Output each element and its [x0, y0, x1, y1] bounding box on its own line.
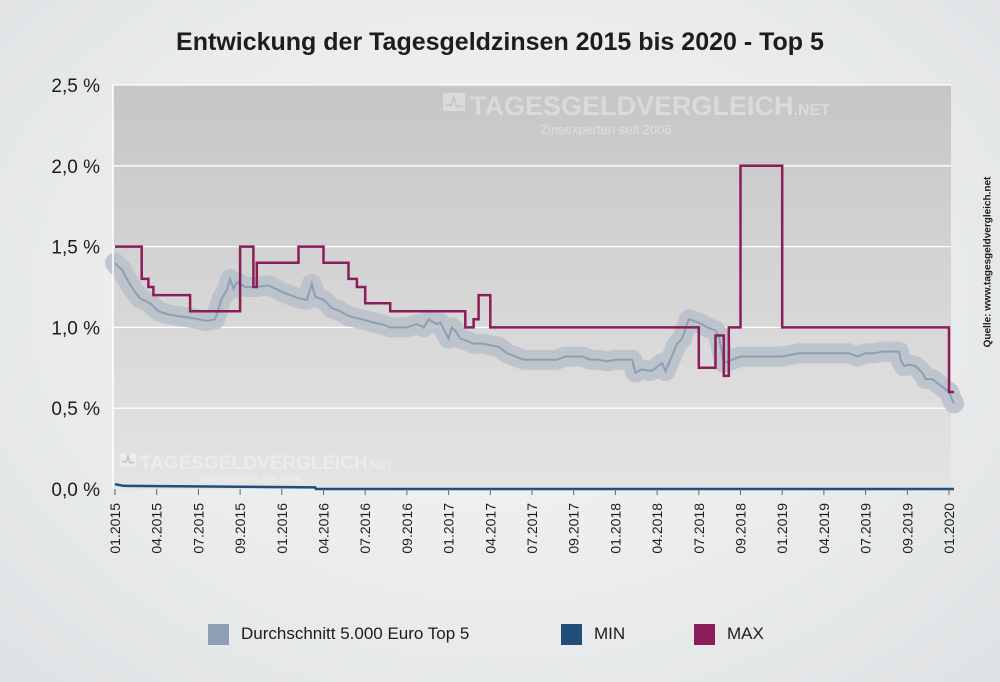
x-tick-label: 01.2017 — [441, 503, 457, 554]
legend-item-average: Durchschnitt 5.000 Euro Top 5 — [208, 623, 469, 645]
x-tick-label: 01.2020 — [941, 503, 957, 554]
x-tick-label: 04.2015 — [149, 503, 165, 554]
y-tick-label: 1,5 % — [51, 238, 100, 259]
x-tick-label: 07.2015 — [190, 503, 206, 554]
y-tick-label: 2,0 % — [51, 157, 100, 178]
legend-swatch-max — [694, 623, 715, 645]
x-tick-label: 09.2019 — [899, 503, 915, 554]
series-line-min — [114, 482, 954, 491]
x-tick-label: 01.2016 — [274, 503, 290, 554]
x-tick-label: 07.2016 — [357, 503, 373, 554]
x-tick-label: 04.2017 — [482, 503, 498, 554]
legend-label-max: MAX — [727, 624, 764, 643]
watermark: TAGESGELDVERGLEICH.NET Zinsexperten seit… — [120, 91, 830, 485]
legend-item-min: MIN — [561, 623, 625, 645]
series-line-max — [115, 164, 954, 394]
y-tick-label: 0,0 % — [51, 480, 100, 501]
x-tick-label: 04.2016 — [316, 503, 332, 554]
x-tick-label: 07.2019 — [858, 503, 874, 554]
legend-item-max: MAX — [694, 623, 764, 645]
chart-logo-icon — [120, 452, 136, 467]
legend-label-average: Durchschnitt 5.000 Euro Top 5 — [241, 624, 470, 643]
x-tick-label: 09.2018 — [733, 503, 749, 554]
x-tick-label: 04.2018 — [649, 503, 665, 554]
legend-label-min: MIN — [594, 624, 626, 643]
watermark-brand-small: TAGESGELDVERGLEICH.NET — [140, 453, 393, 474]
y-tick-label: 1,0 % — [51, 318, 100, 339]
chart-logo-icon — [443, 93, 465, 112]
x-tick-label: 09.2015 — [232, 503, 248, 554]
x-tick-label: 01.2015 — [107, 503, 123, 554]
source-label: Quelle: www.tagesgeldvergleich.net — [982, 176, 994, 348]
x-tick-label: 07.2018 — [691, 503, 707, 554]
x-tick-label: 04.2019 — [816, 503, 832, 554]
watermark-tagline-small: Zinsexperten seit 2006 — [200, 474, 302, 485]
y-tick-label: 0,5 % — [51, 399, 100, 420]
x-tick-label: 01.2019 — [774, 503, 790, 554]
legend-swatch-average — [208, 623, 229, 645]
x-tick-label: 09.2017 — [566, 503, 582, 554]
logo-pulse — [121, 452, 135, 464]
x-tick-label: 01.2018 — [607, 503, 623, 554]
watermark-brand: TAGESGELDVERGLEICH.NET — [470, 91, 830, 121]
axes: 0,0 % 0,5 % 1,0 % 1,5 % 2,0 % 2,5 % 01.2015 04.… — [51, 76, 957, 554]
watermark-tagline: Zinsexperten seit 2006 — [540, 122, 672, 137]
series-line-average — [114, 262, 955, 404]
logo-pulse — [445, 94, 463, 108]
x-tick-label: 09.2016 — [399, 503, 415, 554]
legend-swatch-min — [561, 623, 582, 645]
chart-title: Entwickung der Tagesgeldzinsen 2015 bis … — [176, 28, 824, 56]
series-lines — [114, 164, 955, 491]
y-tick-label: 2,5 % — [51, 76, 100, 97]
x-tick-label: 07.2017 — [524, 503, 540, 554]
